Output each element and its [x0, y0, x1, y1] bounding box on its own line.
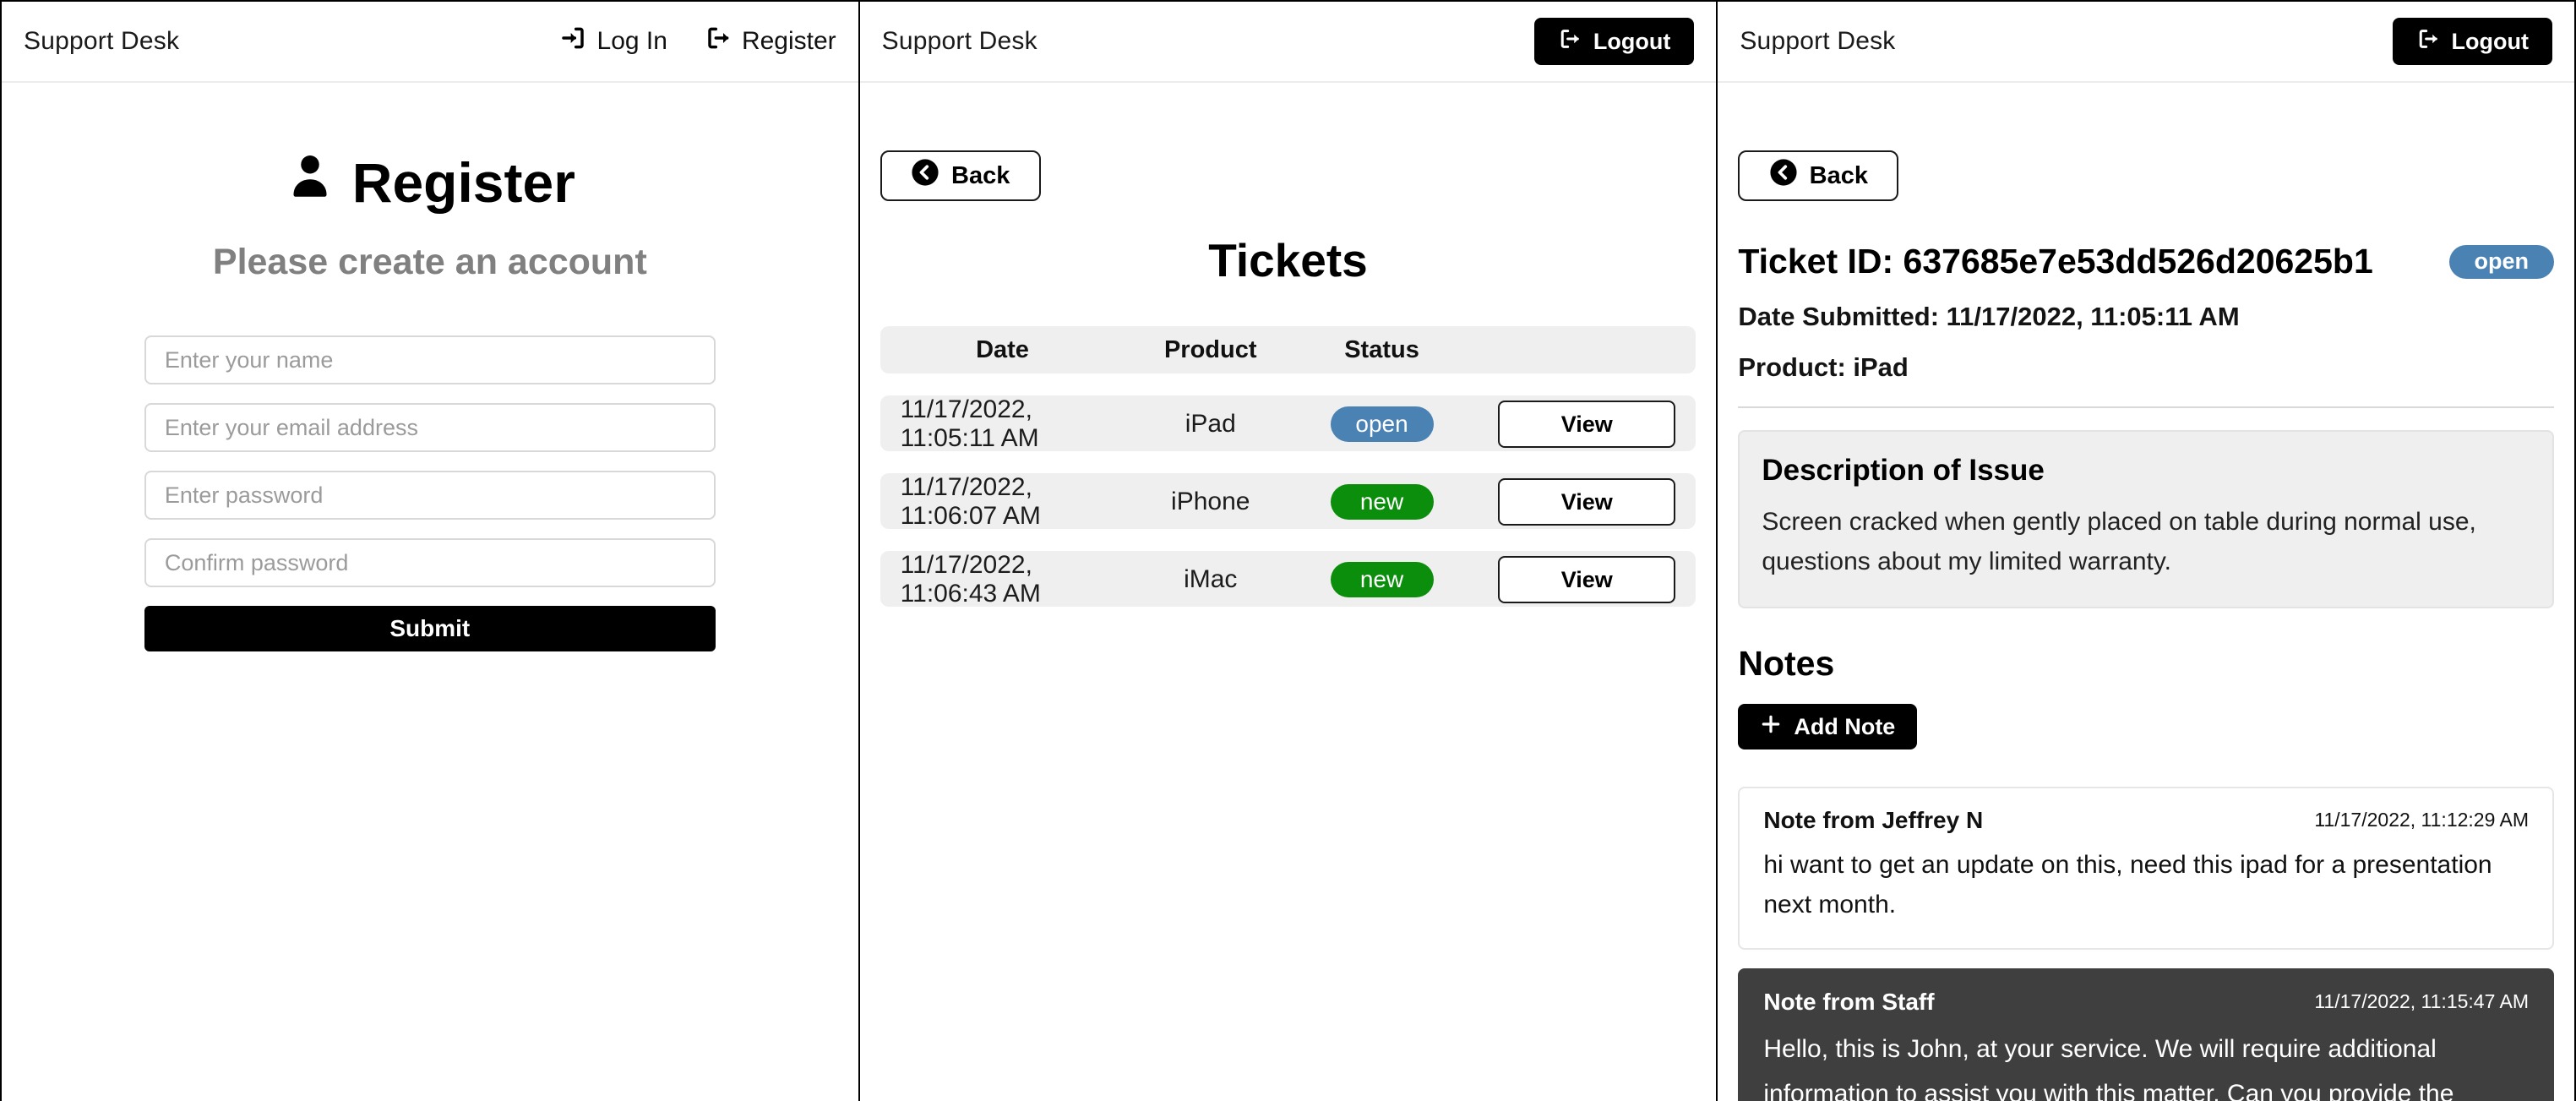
sign-in-icon [560, 25, 587, 58]
date-submitted: Date Submitted: 11/17/2022, 11:05:11 AM [1738, 302, 2240, 331]
product-line: Product: iPad [1738, 352, 1909, 382]
description-body: Screen cracked when gently placed on tab… [1762, 508, 2476, 575]
register-form: Submit [144, 335, 716, 651]
status-badge: new [1330, 562, 1434, 597]
app-title: Support Desk [1740, 27, 1896, 55]
column-header-product: Product [1163, 335, 1257, 363]
status-badge: new [1330, 484, 1434, 520]
logout-button-label: Logout [2451, 28, 2530, 54]
login-link[interactable]: Log In [560, 25, 667, 58]
note-body: Hello, this is John, at your service. We… [1763, 1035, 2454, 1101]
note-author: Note from Jeffrey N [1763, 807, 1984, 833]
sign-out-icon [1558, 27, 1582, 57]
plus-icon [1760, 713, 1782, 741]
submit-button[interactable]: Submit [144, 606, 716, 651]
note-header: Note from Jeffrey N 11/17/2022, 11:12:29… [1763, 807, 2529, 834]
tickets-table: Date Product Status 11/17/2022, 11:05:11… [880, 326, 1696, 608]
auth-nav: Log In Register [560, 25, 836, 58]
user-icon [285, 150, 335, 215]
ticket-id: Ticket ID: 637685e7e53dd526d20625b1 [1738, 242, 2373, 281]
notes-title: Notes [1738, 644, 1835, 683]
note-timestamp: 11/17/2022, 11:15:47 AM [2314, 990, 2530, 1012]
logout-button[interactable]: Logout [2392, 18, 2553, 65]
app-title: Support Desk [881, 27, 1037, 55]
register-link[interactable]: Register [705, 25, 836, 58]
view-button[interactable]: View [1498, 478, 1676, 526]
ticket-date: 11/17/2022, 11:06:43 AM [900, 551, 1041, 608]
divider [1738, 406, 2555, 408]
logout-button[interactable]: Logout [1533, 18, 1695, 65]
add-note-button-label: Add Note [1794, 713, 1896, 739]
register-link-label: Register [741, 27, 836, 55]
note-author: Note from Staff [1763, 989, 1935, 1015]
back-button[interactable]: Back [1738, 150, 1899, 201]
ticket-id-row: Ticket ID: 637685e7e53dd526d20625b1 open [1738, 242, 2555, 281]
tickets-panel: Support Desk Logout [858, 2, 1717, 1101]
note-timestamp: 11/17/2022, 11:12:29 AM [2314, 809, 2530, 831]
register-heading: Register [285, 150, 575, 215]
back-button-label: Back [1809, 161, 1868, 189]
view-button[interactable]: View [1498, 401, 1676, 448]
tickets-table-header: Date Product Status [880, 326, 1696, 373]
note-card-user: Note from Jeffrey N 11/17/2022, 11:12:29… [1738, 787, 2555, 950]
ticket-date: 11/17/2022, 11:06:07 AM [900, 473, 1041, 530]
back-button[interactable]: Back [880, 150, 1041, 201]
register-subheading: Please create an account [212, 242, 647, 282]
note-header: Note from Staff 11/17/2022, 11:15:47 AM [1763, 989, 2529, 1016]
name-field[interactable] [144, 335, 716, 384]
status-badge: open [1330, 406, 1434, 442]
view-button[interactable]: View [1498, 556, 1676, 603]
ticket-product: iMac [1184, 565, 1238, 593]
logout-button-label: Logout [1593, 28, 1671, 54]
tickets-content: Back Tickets Date Product Status 11/17/2… [860, 150, 1717, 608]
ticket-product: iPhone [1171, 488, 1250, 515]
add-note-button[interactable]: Add Note [1738, 704, 1918, 749]
back-button-label: Back [951, 161, 1010, 189]
table-row: 11/17/2022, 11:05:11 AM iPad open View [880, 395, 1696, 452]
note-body: hi want to get an update on this, need t… [1763, 851, 2492, 918]
register-panel: Support Desk Log In [0, 2, 858, 1101]
register-heading-label: Register [351, 151, 575, 214]
table-row: 11/17/2022, 11:06:43 AM iMac new View [880, 551, 1696, 608]
column-header-status: Status [1344, 335, 1419, 363]
register-panel-header: Support Desk Log In [2, 2, 858, 83]
arrow-circle-left-icon [1769, 158, 1798, 193]
tickets-page-title: Tickets [1208, 234, 1368, 286]
ticket-date: 11/17/2022, 11:05:11 AM [900, 395, 1039, 452]
ticket-detail-content: Back Ticket ID: 637685e7e53dd526d20625b1… [1718, 150, 2574, 1101]
tickets-panel-header: Support Desk Logout [859, 2, 1717, 83]
sign-out-icon [705, 25, 732, 58]
description-title: Description of Issue [1762, 454, 2045, 487]
sign-out-icon [2416, 27, 2440, 57]
email-field[interactable] [144, 403, 716, 452]
ticket-detail-panel: Support Desk Logout [1716, 2, 2576, 1101]
login-link-label: Log In [596, 27, 667, 55]
note-card-staff: Note from Staff 11/17/2022, 11:15:47 AM … [1738, 968, 2555, 1101]
register-section: Register Please create an account Submit [2, 83, 858, 651]
app-title: Support Desk [24, 27, 180, 55]
table-row: 11/17/2022, 11:06:07 AM iPhone new View [880, 473, 1696, 530]
password-field[interactable] [144, 471, 716, 520]
column-header-date: Date [976, 335, 1029, 363]
description-box: Description of Issue Screen cracked when… [1738, 430, 2555, 608]
ticket-product: iPad [1185, 410, 1236, 438]
detail-panel-header: Support Desk Logout [1718, 2, 2575, 83]
arrow-circle-left-icon [911, 158, 939, 193]
confirm-password-field[interactable] [144, 538, 716, 587]
status-badge: open [2448, 244, 2555, 279]
